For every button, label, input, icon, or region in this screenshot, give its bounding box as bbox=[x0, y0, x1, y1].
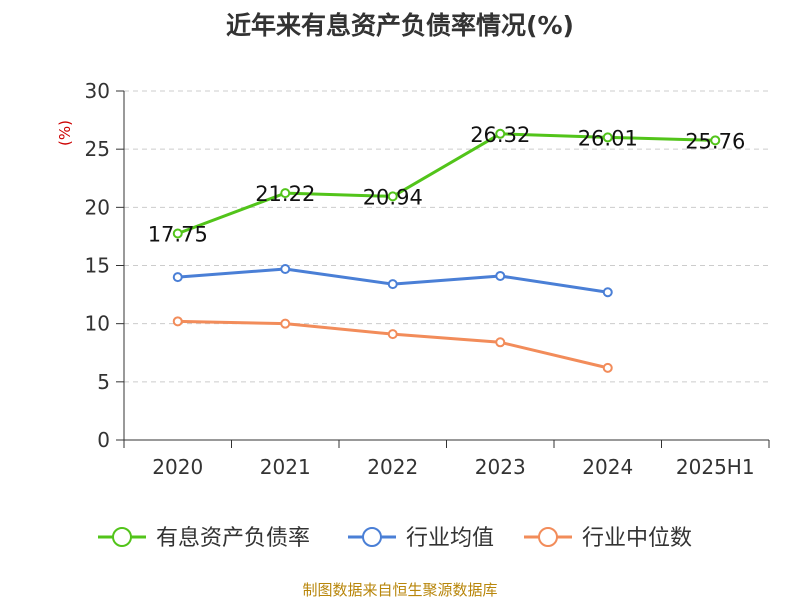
x-tick-label-2025H1: 2025H1 bbox=[676, 455, 755, 479]
legend-marker-2 bbox=[362, 527, 382, 547]
series-line-3 bbox=[177, 319, 609, 370]
y-tick-label-15: 15 bbox=[85, 254, 110, 278]
y-tick-label-20: 20 bbox=[85, 195, 110, 219]
chart-title: 近年来有息资产负债率情况(%) bbox=[226, 11, 574, 40]
legend-marker-3 bbox=[538, 527, 558, 547]
data-point-s2-2024 bbox=[602, 287, 613, 298]
data-point-s2-2020 bbox=[172, 272, 183, 283]
source-note: 制图数据来自恒生聚源数据库 bbox=[302, 581, 498, 599]
data-point-s1-2023 bbox=[495, 128, 506, 139]
x-tick-label-2023: 2023 bbox=[475, 455, 526, 479]
x-tick-label-2022: 2022 bbox=[367, 455, 418, 479]
y-tick-label-10: 10 bbox=[85, 312, 110, 336]
y-tick-label-5: 5 bbox=[97, 370, 110, 394]
data-point-s3-2020 bbox=[172, 316, 183, 327]
data-label-2021: 21.22 bbox=[255, 182, 315, 206]
data-point-s3-2023 bbox=[495, 337, 506, 348]
data-point-s1-2025H1 bbox=[710, 135, 721, 146]
data-label-2020: 17.75 bbox=[148, 223, 208, 247]
data-label-2024: 26.01 bbox=[578, 126, 638, 150]
data-label-2022: 20.94 bbox=[363, 185, 423, 209]
data-point-s3-2021 bbox=[280, 318, 291, 329]
y-tick-label-30: 30 bbox=[85, 79, 110, 103]
data-point-s1-2021 bbox=[280, 188, 291, 199]
legend-label-2: 行业均值 bbox=[406, 526, 494, 551]
legend-label-3: 行业中位数 bbox=[582, 526, 692, 551]
x-tick-label-2021: 2021 bbox=[260, 455, 311, 479]
data-label-2023: 26.32 bbox=[470, 123, 530, 147]
legend-label-1: 有息资产负债率 bbox=[156, 526, 310, 551]
data-point-s2-2021 bbox=[280, 263, 291, 274]
data-point-s3-2022 bbox=[387, 329, 398, 340]
data-point-s3-2024 bbox=[602, 362, 613, 373]
data-label-2025H1: 25.76 bbox=[685, 129, 745, 153]
data-point-s1-2022 bbox=[387, 191, 398, 202]
y-tick-label-25: 25 bbox=[85, 137, 110, 161]
data-point-s1-2024 bbox=[602, 132, 613, 143]
data-point-s2-2023 bbox=[495, 270, 506, 281]
series-line-1 bbox=[177, 132, 716, 235]
legend-marker-1 bbox=[112, 527, 132, 547]
data-point-s2-2022 bbox=[387, 279, 398, 290]
x-tick-label-2020: 2020 bbox=[152, 455, 203, 479]
x-tick-label-2024: 2024 bbox=[582, 455, 633, 479]
y-tick-label-0: 0 bbox=[97, 428, 110, 452]
data-point-s1-2020 bbox=[172, 228, 183, 239]
